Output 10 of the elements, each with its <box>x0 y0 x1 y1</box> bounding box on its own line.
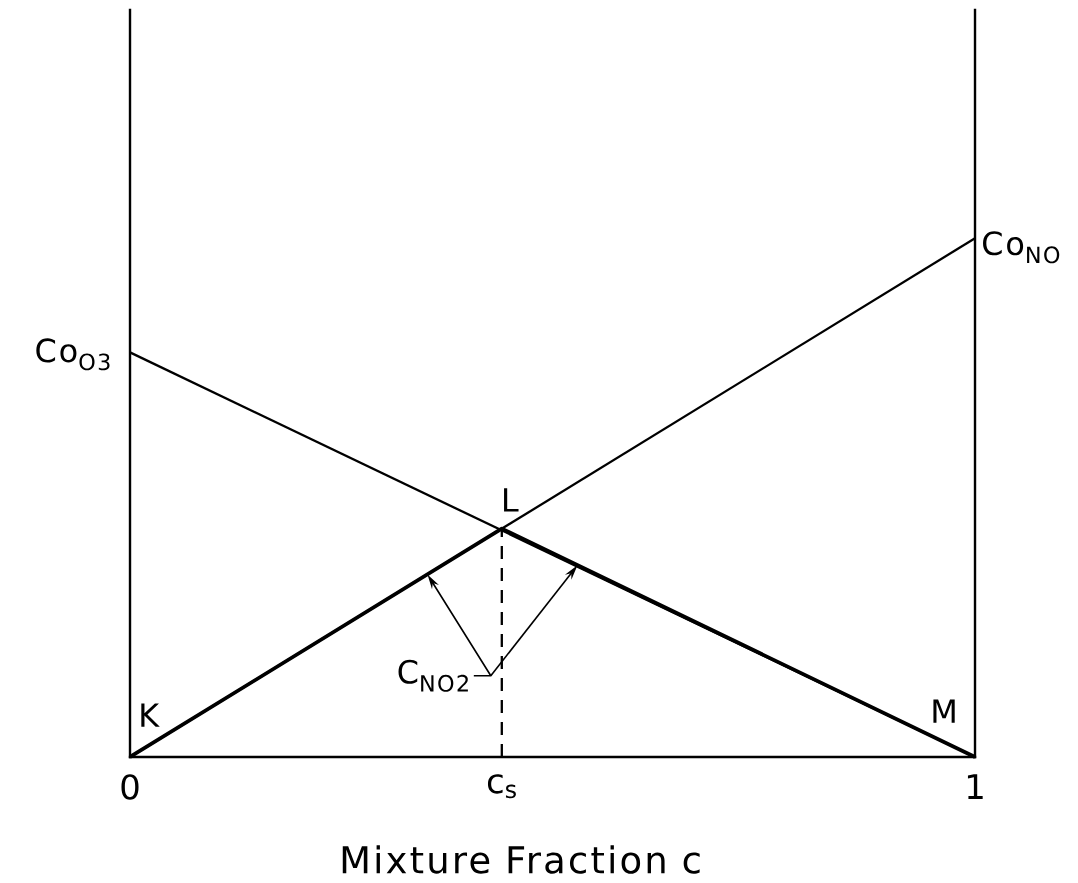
series-label: Co$_{O3}$ <box>36 338 110 371</box>
series-label: Co$_{NO}$ <box>983 231 1060 264</box>
annotation: K <box>141 703 160 727</box>
annotation: M <box>933 699 955 723</box>
x-tick-label: 1 <box>967 774 983 799</box>
x-axis-title: Mixture Fraction c <box>342 845 700 874</box>
series-label: C$_{NO2}$ <box>398 659 468 692</box>
x-tick-label: 0 <box>121 774 139 800</box>
x-tick-label: c$_{s}$ <box>487 774 516 799</box>
annotation: L <box>504 488 519 512</box>
